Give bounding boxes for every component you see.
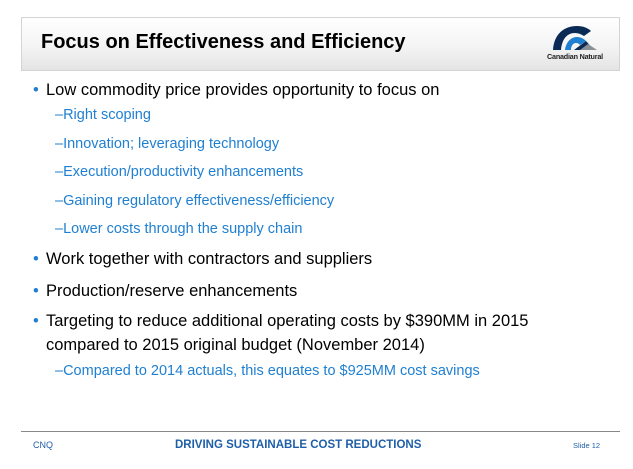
bullet-text-line-1: Targeting to reduce additional operating… (46, 312, 529, 330)
sub-bullet-text: Execution/productivity enhancements (63, 164, 304, 180)
footer-company-code: CNQ (33, 440, 53, 450)
slide-title: Focus on Effectiveness and Efficiency (41, 31, 406, 53)
sub-bullet-dash: – (55, 363, 64, 379)
bullet-item: • Targeting to reduce additional operati… (33, 309, 528, 357)
sub-bullet-item: –Compared to 2014 actuals, this equates … (55, 361, 480, 381)
bullet-item: • Production/reserve enhancements (33, 279, 297, 303)
bullet-text-line-2: compared to 2015 original budget (Novemb… (46, 336, 425, 354)
sub-bullet-item: –Gaining regulatory effectiveness/effici… (55, 191, 334, 211)
sub-bullet-item: –Right scoping (55, 105, 151, 125)
footer-divider (21, 431, 620, 432)
sub-bullet-dash: – (55, 221, 64, 237)
sub-bullet-dash: – (55, 164, 64, 180)
footer-tagline: DRIVING SUSTAINABLE COST REDUCTIONS (175, 439, 422, 451)
sub-bullet-text: Compared to 2014 actuals, this equates t… (63, 363, 480, 379)
bullet-dot: • (33, 250, 39, 268)
logo-wordmark: Canadian Natural (547, 52, 603, 61)
bullet-item: • Low commodity price provides opportuni… (33, 78, 439, 102)
bullet-dot: • (33, 81, 39, 99)
sub-bullet-text: Gaining regulatory effectiveness/efficie… (63, 193, 335, 209)
sub-bullet-text: Innovation; leveraging technology (63, 136, 280, 152)
sub-bullet-text: Right scoping (63, 107, 151, 123)
bullet-text: Production/reserve enhancements (46, 282, 298, 300)
bullet-dot: • (33, 282, 39, 300)
sub-bullet-dash: – (55, 136, 64, 152)
company-logo: Canadian Natural (535, 24, 615, 66)
sub-bullet-text: Lower costs through the supply chain (63, 221, 303, 237)
bullet-text: Low commodity price provides opportunity… (46, 81, 440, 99)
sub-bullet-item: –Innovation; leveraging technology (55, 134, 279, 154)
sub-bullet-item: –Lower costs through the supply chain (55, 219, 302, 239)
sub-bullet-dash: – (55, 193, 64, 209)
bullet-dot: • (33, 312, 39, 330)
sub-bullet-dash: – (55, 107, 64, 123)
bullet-text: Work together with contractors and suppl… (46, 250, 373, 268)
title-bar: Focus on Effectiveness and Efficiency Ca… (21, 17, 620, 71)
canadian-natural-logo-icon (553, 26, 597, 50)
slide-number: Slide 12 (573, 441, 601, 450)
bullet-item: • Work together with contractors and sup… (33, 247, 372, 271)
sub-bullet-item: –Execution/productivity enhancements (55, 162, 303, 182)
